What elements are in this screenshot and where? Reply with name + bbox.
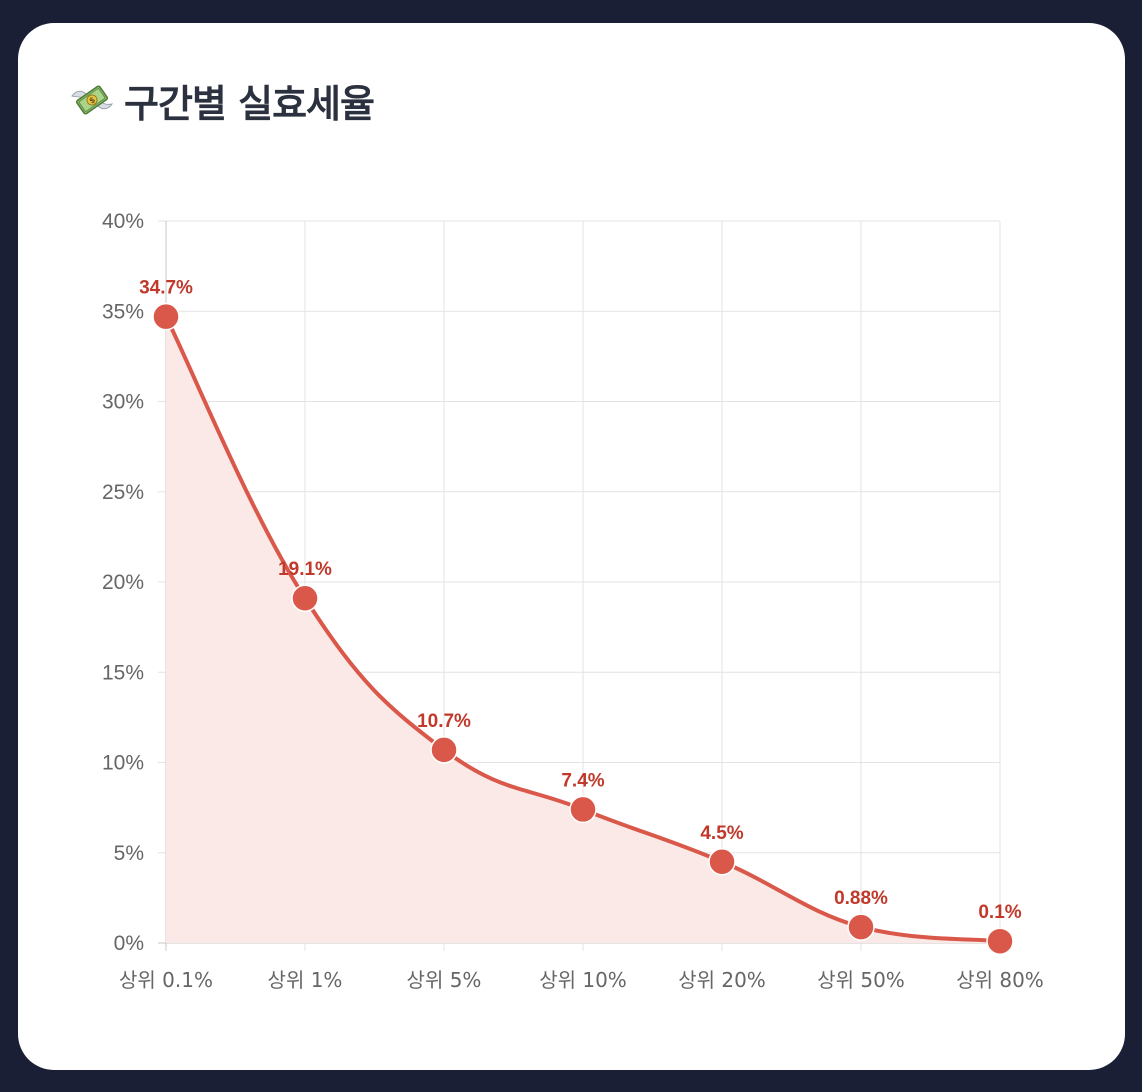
data-point[interactable] [847,913,875,941]
data-point[interactable] [430,736,458,764]
y-axis-ticks: 0% 5% 10% 15% 20% 25% 30% 35% 40% [102,210,144,955]
y-tick-label: 5% [114,842,144,865]
y-tick-label: 25% [102,481,144,504]
x-axis-ticks: 상위 0.1% 상위 1% 상위 5% 상위 10% 상위 20% 상위 50% 상위 80… [119,968,1044,992]
x-tick-label: 상위 80% [956,968,1044,992]
data-point[interactable] [569,795,597,824]
x-tick-label: 상위 1% [268,968,343,992]
x-tick-label: 상위 20% [678,968,766,992]
y-tick-label: 15% [102,661,144,684]
money-with-wings-icon: $ [68,76,116,124]
data-label: 10.7% [417,711,471,732]
data-label: 34.7% [139,278,193,299]
data-label: 0.1% [978,902,1021,923]
chart-title: 구간별 실효세율 [124,81,375,126]
y-tick-label: 35% [102,300,144,323]
chart-data-labels: 34.7% 19.1% 10.7% 7.4% 4.5% 0.88% 0.1% [139,278,1022,924]
x-tick-label: 상위 50% [817,968,905,992]
y-tick-label: 40% [102,210,144,233]
svg-text:$: $ [87,95,97,106]
chart-area-fill [166,316,1000,943]
chart-points [152,302,1014,955]
y-tick-label: 30% [102,391,144,414]
x-tick-label: 상위 10% [539,968,627,992]
data-label: 4.5% [700,823,743,844]
data-label: 0.88% [834,888,888,909]
y-tick-label: 0% [114,932,144,955]
chart-header: $ 구간별 실효세율 [68,70,375,130]
y-tick-label: 20% [102,571,144,594]
data-point[interactable] [986,927,1014,955]
data-point[interactable] [708,848,736,876]
data-point[interactable] [152,302,180,331]
data-label: 7.4% [561,770,604,791]
y-tick-label: 10% [102,752,144,775]
x-tick-label: 상위 0.1% [119,968,213,992]
x-tick-label: 상위 5% [407,968,482,992]
data-label: 19.1% [278,559,332,580]
area-fill [166,316,1000,943]
data-point[interactable] [291,584,319,612]
